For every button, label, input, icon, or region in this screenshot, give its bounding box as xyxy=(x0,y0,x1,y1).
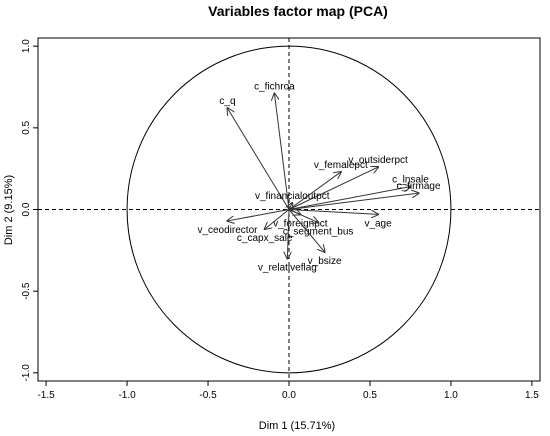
x-axis: -1.5 -1.0 -0.5 0.0 0.5 1.0 1.5 xyxy=(37,381,539,401)
variable-label: c_lnsale xyxy=(392,175,429,186)
x-tick-label: -0.5 xyxy=(199,390,217,401)
variable-label: v_ceodirector xyxy=(197,225,258,236)
variable-v-financialoutpct: v_financialoutpct xyxy=(255,191,330,210)
variable-arrow xyxy=(289,203,292,210)
variable-arrow xyxy=(265,209,290,230)
x-axis-label: Dim 1 (15.71%) xyxy=(259,420,335,432)
variable-arrow xyxy=(288,209,318,223)
variable-arrow xyxy=(288,193,419,210)
x-tick-label: 1.0 xyxy=(444,390,458,401)
x-tick-label: -1.5 xyxy=(37,390,55,401)
variable-label: v_femalepct xyxy=(314,160,368,171)
variable-arrow xyxy=(227,209,290,221)
y-axis: -1.0 -0.5 0.0 0.5 1.0 xyxy=(21,39,38,382)
variable-v-relativeflag: v_relativeflag xyxy=(258,209,317,274)
variable-label: v_outsiderpct xyxy=(348,155,408,166)
variable-arrow xyxy=(288,172,341,210)
y-tick-label: 1.0 xyxy=(21,39,32,53)
variable-arrow xyxy=(288,209,378,215)
variable-arrow xyxy=(227,108,290,210)
variable-arrow xyxy=(288,209,325,252)
variable-c-segment-bus: c_segment_bus xyxy=(283,209,354,238)
variable-label: v_bsize xyxy=(308,256,342,267)
variable-arrow xyxy=(274,94,290,210)
variable-v-ceodirector: v_ceodirector xyxy=(197,209,290,236)
variable-arrow xyxy=(287,209,289,259)
x-tick-label: 0.5 xyxy=(363,390,377,401)
y-tick-label: -0.5 xyxy=(21,282,32,300)
variable-c-capx-sale: c_capx_sale xyxy=(237,209,293,244)
variable-v-outsiderpct: v_outsiderpct xyxy=(288,155,408,210)
variable-c-firmage: c_firmage xyxy=(288,181,441,210)
variable-c-fichroa: c_fichroa xyxy=(254,82,295,210)
variable-v-age: v_age xyxy=(288,209,392,229)
y-tick-label: -1.0 xyxy=(21,364,32,382)
variable-arrow xyxy=(288,167,378,210)
y-tick-label: 0.0 xyxy=(21,202,32,216)
variable-label: c_capx_sale xyxy=(237,233,293,244)
variable-label: c_q xyxy=(219,96,235,107)
x-tick-label: 0.0 xyxy=(282,390,296,401)
variable-label: v_financialoutpct xyxy=(255,191,330,202)
variable-arrow xyxy=(288,187,410,210)
x-tick-label: -1.0 xyxy=(118,390,136,401)
variable-c-lnsale: c_lnsale xyxy=(288,175,429,210)
variable-v-bsize: v_bsize xyxy=(288,209,342,267)
variable-label: c_fichroa xyxy=(254,82,295,93)
variable-label: c_segment_bus xyxy=(283,227,354,238)
y-axis-label: Dim 2 (9.15%) xyxy=(3,175,15,245)
variable-label: v_relativeflag xyxy=(258,263,317,274)
x-tick-label: 1.5 xyxy=(525,390,539,401)
variable-c-q: c_q xyxy=(219,96,290,210)
y-tick-label: 0.5 xyxy=(21,120,32,134)
variable-label: v_age xyxy=(364,218,392,229)
variable-label: c_firmage xyxy=(397,181,441,192)
chart-title: Variables factor map (PCA) xyxy=(208,3,388,19)
variable-v-femalepct: v_femalepct xyxy=(288,160,368,210)
